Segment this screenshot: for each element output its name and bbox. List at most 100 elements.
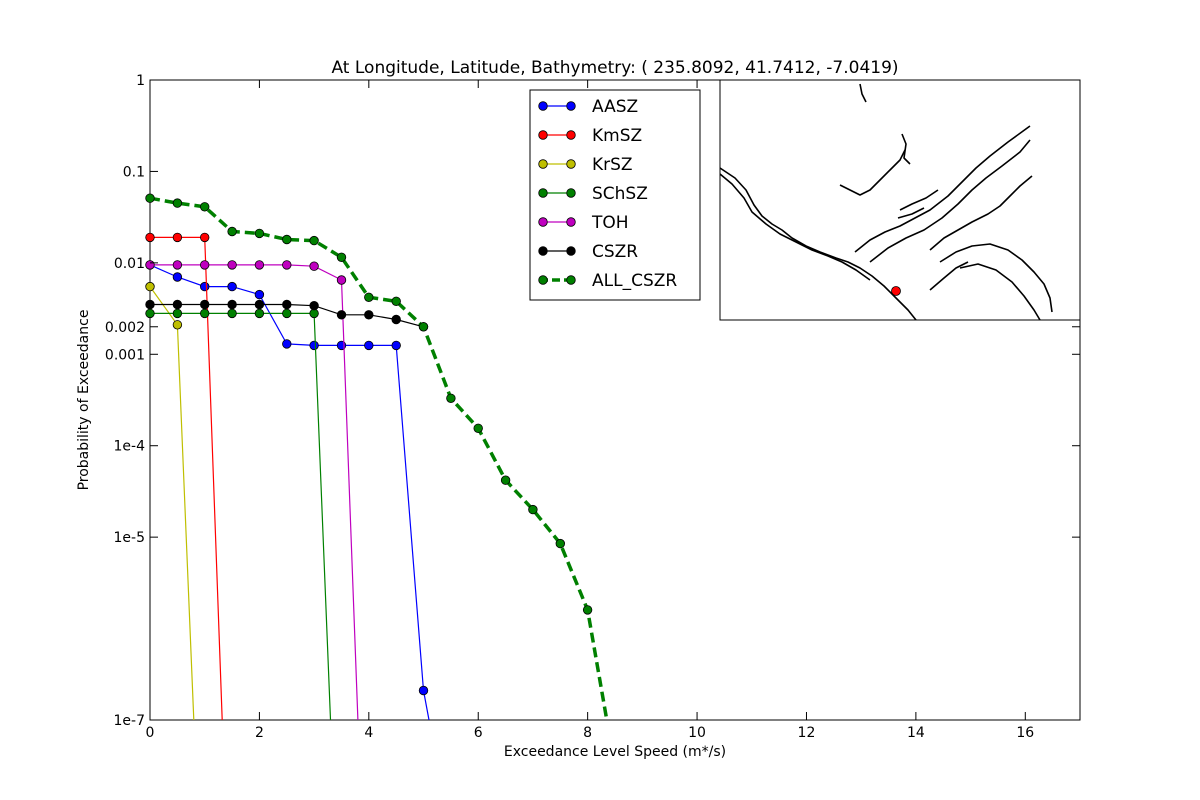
legend-marker [566, 159, 576, 169]
legend-marker [538, 217, 548, 227]
x-tick-label: 0 [146, 725, 155, 741]
series-kmsz [145, 232, 223, 721]
data-point [145, 193, 155, 203]
data-point [172, 198, 183, 208]
x-tick-label: 2 [255, 725, 264, 741]
estuary-channel-a [854, 125, 1031, 253]
series-krsz [145, 281, 195, 721]
legend-marker [538, 188, 548, 198]
data-point [172, 320, 183, 330]
legend-box [529, 89, 701, 301]
x-tick-label: 14 [907, 725, 925, 741]
data-point [145, 260, 155, 270]
legend-label: TOH [591, 213, 629, 233]
y-tick-label: 1 [136, 73, 145, 89]
data-point [309, 301, 319, 311]
y-axis-ticks: 1e-7 1e-5 1e-4 0.001 0.002 0.01 0.1 1 [105, 73, 1080, 729]
inset-map [719, 79, 1081, 321]
x-tick-label: 4 [364, 725, 373, 741]
estuary-channel-b [869, 139, 1031, 263]
legend-marker [566, 217, 576, 227]
data-point [391, 314, 401, 325]
south-spit [959, 263, 1041, 321]
legend-marker [566, 275, 576, 285]
data-point [364, 340, 374, 351]
series-schsz [145, 308, 332, 721]
data-point [145, 299, 155, 310]
data-point [254, 260, 265, 270]
data-point [227, 308, 237, 319]
data-point [282, 308, 292, 319]
series-all-cszr [145, 193, 609, 721]
creek [901, 133, 911, 165]
series-line [149, 196, 609, 721]
data-point [282, 234, 292, 245]
data-point [391, 296, 401, 307]
data-point [227, 226, 237, 237]
data-point [336, 275, 347, 285]
data-point [227, 281, 237, 292]
coastline [719, 83, 1053, 321]
data-point [172, 272, 183, 282]
data-point [145, 232, 155, 243]
data-point [446, 393, 456, 404]
legend-marker [566, 188, 576, 198]
data-point [418, 685, 429, 696]
island-a [899, 189, 939, 211]
x-tick-label: 10 [688, 725, 706, 741]
legend-marker [538, 246, 548, 256]
chart-title: At Longitude, Latitude, Bathymetry: ( 23… [331, 58, 898, 78]
legend-label: KmSZ [592, 126, 642, 146]
y-tick-label: 0.001 [105, 347, 145, 363]
data-point [145, 308, 155, 319]
legend-label: AASZ [592, 97, 638, 117]
coastline-outer [719, 167, 917, 321]
river-mouth-north [859, 83, 867, 103]
coastline-inner [719, 173, 871, 281]
data-point [391, 340, 401, 351]
legend: AASZ KmSZ KrSZ SChSZ TOH CSZR ALL_CSZR [529, 89, 701, 301]
estuary-channel-c [929, 175, 1033, 251]
data-point [282, 299, 292, 310]
y-tick-label: 1e-7 [114, 713, 145, 729]
series-line [150, 236, 223, 721]
inset-map-frame [719, 79, 1081, 321]
legend-marker [538, 275, 548, 285]
data-point [555, 538, 566, 549]
series-line [149, 264, 430, 721]
data-point [309, 261, 319, 271]
x-axis-title: Exceedance Level Speed (m*/s) [504, 744, 726, 760]
data-point [227, 299, 237, 310]
legend-marker [566, 246, 576, 256]
data-point [254, 299, 265, 310]
x-tick-label: 8 [583, 725, 592, 741]
legend-label: SChSZ [592, 184, 648, 204]
x-tick-label: 12 [798, 725, 816, 741]
legend-marker [538, 101, 548, 111]
data-point [199, 299, 210, 310]
data-point [199, 260, 210, 270]
series-toh [145, 260, 359, 721]
data-point [254, 228, 265, 239]
data-point [199, 232, 210, 243]
data-point [336, 252, 347, 262]
legend-marker [538, 159, 548, 169]
x-tick-label: 16 [1016, 725, 1034, 741]
island-b [897, 207, 925, 219]
x-tick-label: 6 [474, 725, 483, 741]
data-point [336, 310, 347, 320]
data-point [254, 308, 265, 319]
data-point [172, 299, 183, 310]
legend-marker [566, 101, 576, 111]
data-point [145, 281, 155, 292]
series-layer [145, 193, 609, 721]
data-point [172, 232, 183, 243]
y-tick-label: 1e-5 [114, 530, 145, 546]
data-point [364, 310, 374, 320]
y-tick-label: 1e-4 [114, 439, 146, 455]
data-point [199, 308, 210, 319]
data-point [199, 281, 210, 292]
y-tick-label: 0.002 [105, 320, 145, 336]
data-point [309, 340, 319, 351]
